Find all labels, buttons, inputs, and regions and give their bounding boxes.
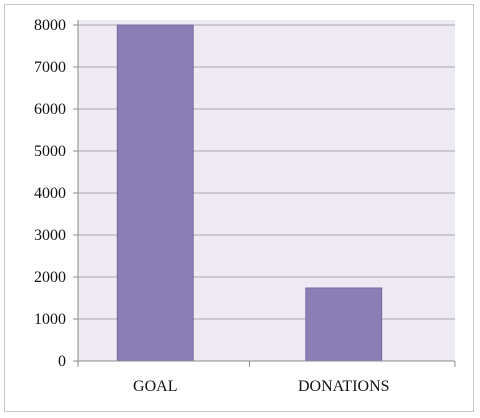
bars bbox=[116, 24, 383, 362]
x-category-label: GOAL bbox=[133, 378, 177, 395]
y-tick-label: 5000 bbox=[34, 143, 66, 160]
x-category-labels: GOAL DONATIONS bbox=[133, 378, 390, 395]
x-category-label: DONATIONS bbox=[298, 378, 390, 395]
bar-donations bbox=[305, 287, 383, 362]
bar-goal bbox=[116, 24, 194, 362]
y-tick-label: 3000 bbox=[34, 227, 66, 244]
axes bbox=[77, 20, 456, 367]
y-tick-labels: 0 1000 2000 3000 4000 5000 6000 7000 8000 bbox=[34, 17, 66, 370]
y-tick-label: 2000 bbox=[34, 269, 66, 286]
y-tick-label: 7000 bbox=[34, 59, 66, 76]
y-tick-label: 0 bbox=[58, 353, 66, 370]
y-tick-label: 1000 bbox=[34, 311, 66, 328]
y-tick-label: 8000 bbox=[34, 17, 66, 34]
y-tick-label: 6000 bbox=[34, 101, 66, 118]
y-tick-label: 4000 bbox=[34, 185, 66, 202]
